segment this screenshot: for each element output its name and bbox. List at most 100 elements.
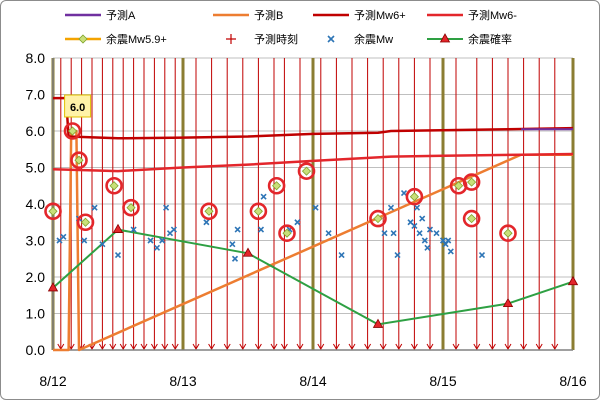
aftershock-mw-point — [81, 237, 88, 244]
forecast-time-marker — [296, 343, 304, 350]
aftershock-big-point — [80, 217, 91, 227]
probability-point — [372, 318, 384, 328]
aftershock-big-point — [373, 214, 383, 224]
forecast-time-marker — [410, 343, 418, 350]
aftershock-big-ring — [76, 213, 95, 232]
aftershock-mw-point — [91, 204, 98, 211]
y-tick-label: 0.0 — [26, 342, 46, 358]
legend-label: 余震確率 — [468, 32, 512, 46]
aftershock-mw-point — [447, 248, 454, 255]
legend-label: 予測Mw6+ — [354, 8, 406, 22]
probability-point — [242, 247, 254, 257]
series-line-mw6minus — [52, 152, 574, 173]
forecast-time-marker — [239, 343, 247, 350]
legend-label: 余震Mw — [354, 32, 393, 46]
forecast-time-marker — [452, 343, 460, 350]
forecast-time-marker — [254, 343, 262, 350]
aftershock-big-ring — [278, 224, 296, 242]
aftershock-big-point — [272, 181, 282, 191]
aftershock-big-ring — [297, 162, 316, 180]
legend-item-mw6minus: 予測Mw6- — [427, 8, 517, 22]
probability-point — [47, 282, 59, 292]
aftershock-mw-point — [433, 230, 440, 237]
legend-item-aftershock_big: 余震Mw5.9+ — [65, 32, 167, 46]
aftershock-mw-point — [60, 233, 67, 240]
aftershock-mw-point — [424, 244, 431, 251]
legend-item-mw6plus: 予測Mw6+ — [313, 8, 406, 22]
legend-marker — [327, 35, 335, 43]
aftershock-big-point — [67, 126, 78, 136]
aftershock-big-ring — [267, 176, 286, 195]
probability-point — [112, 223, 124, 233]
forecast-time-marker — [119, 343, 127, 350]
legend-marker — [439, 33, 451, 43]
aftershock-mw-point — [260, 193, 267, 200]
legend-label: 予測Mw6- — [468, 8, 517, 22]
y-tick-label: 1.0 — [26, 306, 46, 322]
legend-label: 余震Mw5.9+ — [106, 32, 167, 46]
legend-label: 予測時刻 — [254, 32, 298, 46]
aftershock-big-point — [467, 177, 477, 187]
aftershock-mw-point — [147, 237, 154, 244]
aftershock-big-point — [253, 206, 263, 216]
y-tick-label: 8.0 — [26, 50, 46, 66]
aftershock-mw-point — [203, 219, 210, 226]
forecast-time-marker — [348, 343, 356, 350]
aftershock-mw-point — [394, 252, 401, 259]
aftershock-mw-point — [312, 204, 319, 211]
y-tick-label: 2.0 — [26, 269, 46, 285]
aftershock-big-point — [503, 228, 513, 238]
y-tick-label: 3.0 — [26, 233, 46, 249]
aftershock-mw-point — [426, 226, 434, 233]
forecast-time-marker — [332, 343, 340, 350]
aftershock-big-ring — [405, 187, 424, 206]
forecast-time-marker — [379, 343, 387, 350]
forecast-time-marker — [395, 343, 403, 350]
aftershock-big-ring — [44, 202, 62, 221]
aftershock-big-point — [301, 166, 312, 176]
aftershock-big-ring — [369, 209, 387, 228]
legend-item-forecast_time: 予測時刻 — [226, 32, 298, 46]
aftershock-mw-point — [159, 237, 166, 244]
aftershock-mw-point — [400, 189, 408, 197]
series-line-probability — [52, 228, 574, 326]
aftershock-big-point — [74, 155, 84, 165]
aftershock-big-ring — [105, 176, 123, 195]
forecast-time-marker — [535, 343, 543, 350]
forecast-time-marker — [130, 343, 138, 350]
aftershock-mw-point — [478, 252, 486, 259]
legend-marker — [226, 34, 236, 44]
aftershock-mw-point — [325, 230, 332, 237]
legend-label: 予測A — [106, 8, 136, 22]
aftershock-big-point — [109, 181, 119, 191]
aftershock-mw-point — [411, 222, 418, 229]
x-tick-label: 8/12 — [39, 373, 66, 389]
aftershock-big-point — [467, 214, 477, 224]
probability-point — [502, 297, 514, 308]
aftershock-mw-point — [338, 252, 345, 259]
y-tick-label: 5.0 — [26, 160, 46, 176]
aftershock-mw-point — [416, 230, 423, 237]
aftershock-mw-point — [130, 226, 137, 233]
aftershock-mw-point — [153, 244, 161, 251]
forecast-time-marker — [161, 343, 169, 350]
forecast-time-marker — [364, 343, 372, 350]
aftershock-mw-point — [390, 230, 397, 237]
forecast-time-marker — [208, 343, 216, 350]
y-tick-label: 6.0 — [26, 123, 46, 139]
y-tick-label: 7.0 — [26, 87, 46, 103]
x-tick-label: 8/15 — [429, 373, 456, 389]
aftershock-big-ring — [499, 224, 517, 242]
legend-label: 予測B — [254, 8, 283, 22]
forecast-time-marker — [317, 343, 325, 350]
legend-item-probability: 余震確率 — [427, 32, 512, 46]
aftershock-big-ring — [462, 209, 481, 228]
forecast-time-marker — [473, 343, 481, 350]
forecast-time-marker — [140, 343, 148, 350]
aftershock-big-point — [48, 206, 58, 216]
annotation-label: 6.0 — [70, 102, 85, 114]
forecast-time-marker — [171, 343, 179, 350]
aftershock-big-ring — [462, 173, 481, 191]
